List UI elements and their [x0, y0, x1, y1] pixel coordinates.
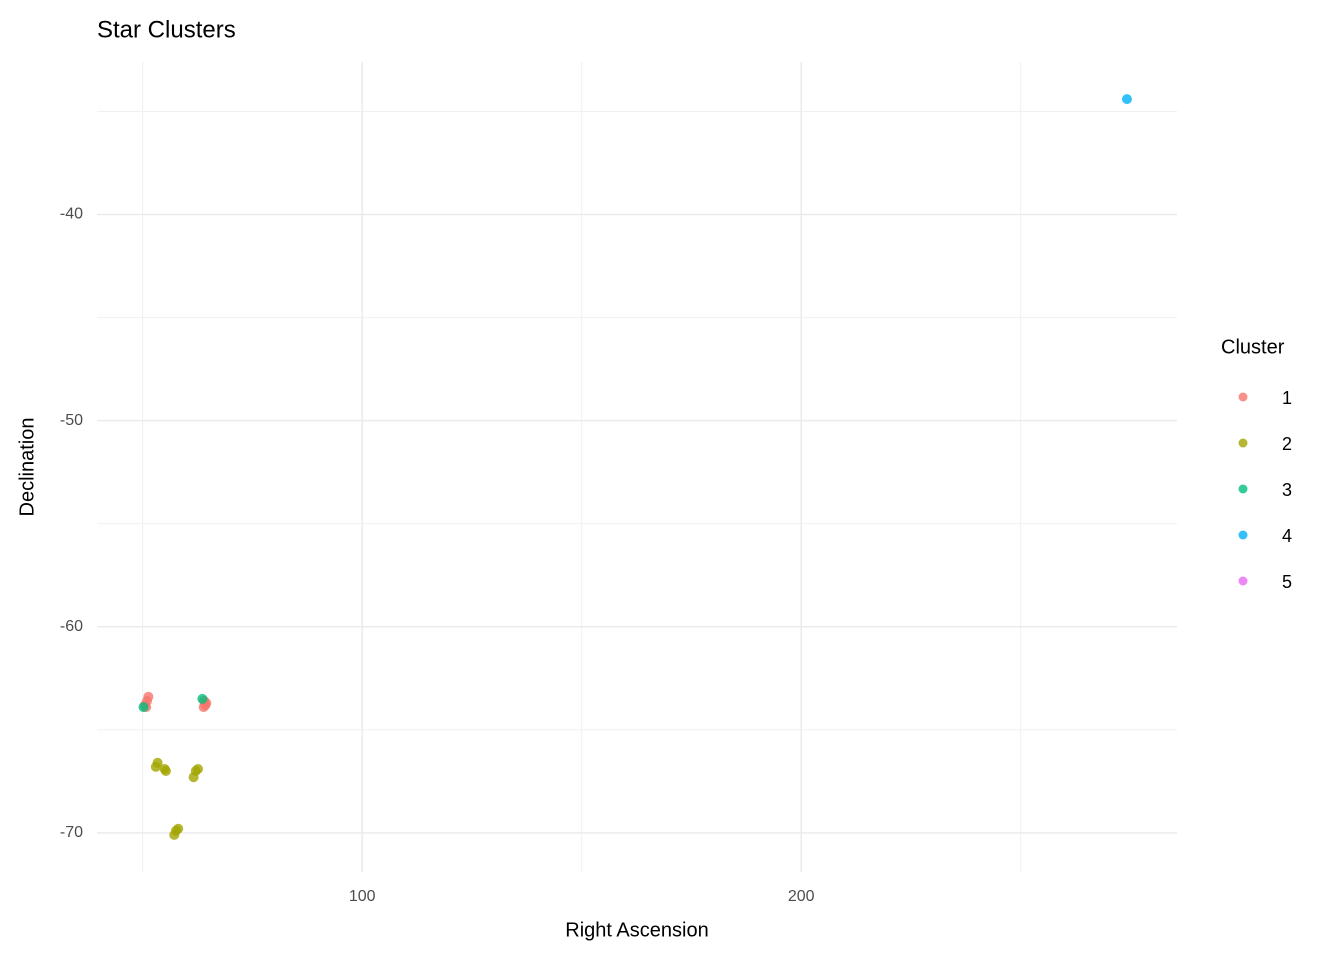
- legend-label: 4: [1282, 526, 1292, 546]
- x-tick-label: 200: [788, 888, 815, 905]
- x-tick-label: 100: [349, 888, 376, 905]
- legend-label: 1: [1282, 388, 1292, 408]
- point: [143, 691, 154, 702]
- legend-label: 2: [1282, 434, 1292, 454]
- legend-key: [1238, 576, 1248, 586]
- x-axis-label: Right Ascension: [565, 919, 708, 941]
- point: [173, 823, 184, 834]
- legend-key: [1238, 530, 1248, 540]
- point: [188, 772, 199, 783]
- legend-key: [1238, 392, 1248, 402]
- y-tick-label: -70: [60, 824, 83, 841]
- point: [197, 693, 208, 704]
- legend-label: 5: [1282, 572, 1292, 592]
- y-tick-label: -50: [60, 412, 83, 429]
- chart-title: Star Clusters: [97, 16, 236, 43]
- y-axis-label: Declination: [16, 418, 38, 517]
- point: [1121, 94, 1132, 105]
- point: [138, 702, 149, 713]
- legend-label: 3: [1282, 480, 1292, 500]
- legend-title: Cluster: [1221, 336, 1285, 358]
- point: [152, 757, 163, 768]
- y-tick-label: -60: [60, 618, 83, 635]
- point: [192, 763, 203, 774]
- point: [198, 702, 209, 713]
- y-tick-label: -40: [60, 206, 83, 223]
- point: [160, 766, 171, 777]
- legend-key: [1238, 484, 1248, 494]
- legend-key: [1238, 438, 1248, 448]
